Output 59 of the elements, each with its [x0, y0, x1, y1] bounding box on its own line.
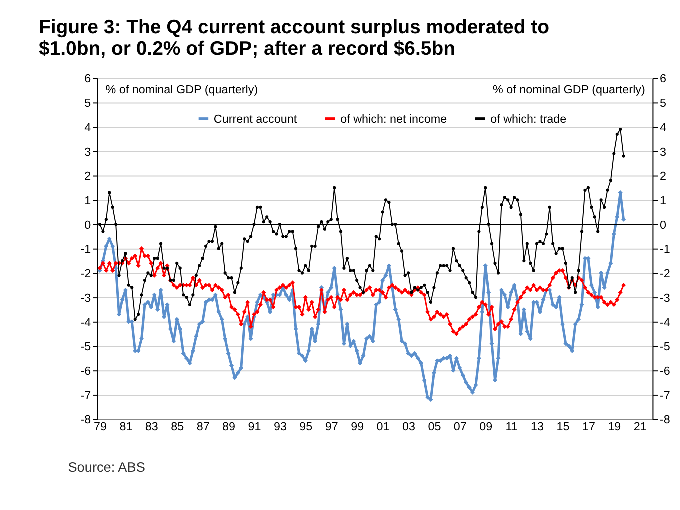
x-tick-label: 81: [120, 420, 133, 434]
x-tick-label: 11: [506, 420, 518, 434]
y2-tick-label: 0: [660, 218, 668, 232]
y2-tick-label: 6: [660, 72, 667, 86]
x-tick-label: 05: [428, 420, 442, 434]
legend-label: of which: net income: [340, 112, 448, 126]
chart-title: Figure 3: The Q4 current account surplus moderated to $1.0bn, or 0.2% of GDP; after a record $6.5bn: [38, 16, 550, 60]
y-tick-label: -3: [80, 292, 92, 305]
y-axis-title: % of nominal GDP (quarterly): [106, 83, 258, 96]
x-tick-label: 09: [480, 420, 493, 434]
y-tick-label: 3: [84, 146, 92, 159]
y2-tick-label: -5: [660, 340, 671, 354]
y-tick-label: 0: [84, 218, 92, 232]
x-tick-label: 97: [325, 420, 338, 434]
y-tick-label: 4: [84, 121, 92, 134]
x-tick-label: 85: [171, 420, 185, 434]
x-tick-label: 93: [274, 420, 287, 434]
y-tick-label: -8: [80, 414, 92, 427]
y2-tick-label: 2: [660, 170, 667, 184]
y2-tick-label: -7: [660, 389, 670, 402]
y-tick-label: 5: [84, 97, 92, 110]
y-tick-label: -5: [80, 340, 92, 354]
x-tick-label: 17: [582, 420, 596, 434]
x-tick-label: 91: [248, 420, 262, 434]
y2-tick-label: -6: [660, 365, 670, 378]
y2-tick-label: 3: [660, 146, 667, 159]
y2-tick-label: -8: [660, 414, 670, 427]
y-tick-label: -2: [80, 268, 92, 281]
y-tick-label: -1: [80, 243, 92, 256]
x-tick-label: 83: [145, 420, 158, 434]
y2-axis-title: % of nominal GDP (quarterly): [492, 83, 646, 96]
y2-tick-label: -4: [660, 316, 671, 330]
y-tick-label: -4: [80, 316, 92, 330]
y-tick-label: 6: [84, 72, 92, 86]
x-tick-label: 01: [376, 420, 390, 434]
y2-tick-label: -3: [660, 292, 670, 305]
y-tick-label: -6: [80, 365, 92, 378]
x-tick-label: 79: [94, 420, 107, 434]
legend-label: of which: trade: [490, 112, 567, 126]
y2-tick-label: -2: [660, 268, 670, 281]
y2-tick-label: 5: [660, 97, 668, 110]
y2-tick-label: 1: [660, 194, 667, 208]
x-tick-label: 03: [402, 420, 416, 434]
x-tick-label: 99: [351, 420, 364, 434]
x-tick-label: 87: [196, 420, 210, 434]
x-tick-label: 19: [608, 420, 622, 434]
x-tick-label: 95: [300, 420, 314, 434]
x-tick-label: 89: [222, 420, 236, 434]
legend-label: Current account: [214, 112, 298, 126]
y2-tick-label: 4: [660, 121, 668, 134]
x-tick-label: 13: [531, 420, 544, 434]
x-tick-label: 07: [454, 420, 467, 434]
x-tick-label: 15: [556, 420, 570, 434]
y-tick-label: 2: [84, 170, 92, 184]
source-note: Source: ABS: [68, 460, 146, 475]
y2-tick-label: -1: [660, 243, 670, 256]
y-tick-label: -7: [80, 389, 92, 402]
x-tick-label: 21: [634, 420, 647, 434]
y-tick-label: 1: [84, 194, 92, 208]
